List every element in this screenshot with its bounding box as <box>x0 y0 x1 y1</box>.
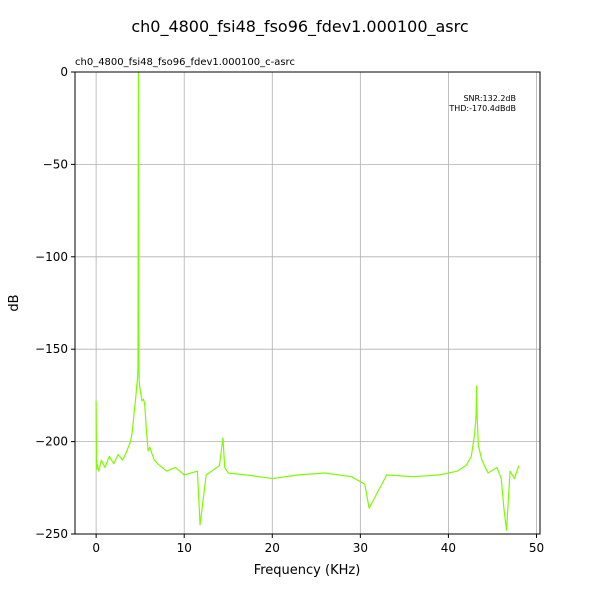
y-axis-label: dB <box>7 294 22 311</box>
series-line <box>95 71 520 531</box>
x-tick-label: 30 <box>353 541 368 555</box>
chart-subtitle: ch0_4800_fsi48_fso96_fdev1.000100_c-asrc <box>75 57 295 68</box>
chart-title: ch0_4800_fsi48_fso96_fdev1.000100_asrc <box>131 17 468 37</box>
x-tick-label: 40 <box>441 541 456 555</box>
y-tick-label: −250 <box>35 527 68 541</box>
annotation-thd: THD:-170.4dBdB <box>448 104 516 113</box>
x-tick-label: 20 <box>265 541 280 555</box>
y-tick-label: −50 <box>43 157 68 171</box>
y-tick-label: −200 <box>35 435 68 449</box>
ticks: 0 10 20 30 40 50 0 −50 −100 −150 −200 −250 <box>35 65 544 555</box>
plot-frame <box>74 71 541 535</box>
x-tick-label: 10 <box>177 541 192 555</box>
annotation-snr: SNR:132.2dB <box>463 94 516 103</box>
grid <box>75 71 540 535</box>
x-axis-label: Frequency (KHz) <box>254 563 361 578</box>
series-layer <box>95 71 520 531</box>
plot-area <box>75 72 540 534</box>
x-tick-label: 0 <box>92 541 100 555</box>
y-tick-label: −150 <box>35 342 68 356</box>
y-tick-label: 0 <box>60 65 68 79</box>
x-tick-label: 50 <box>529 541 544 555</box>
y-tick-label: −100 <box>35 250 68 264</box>
